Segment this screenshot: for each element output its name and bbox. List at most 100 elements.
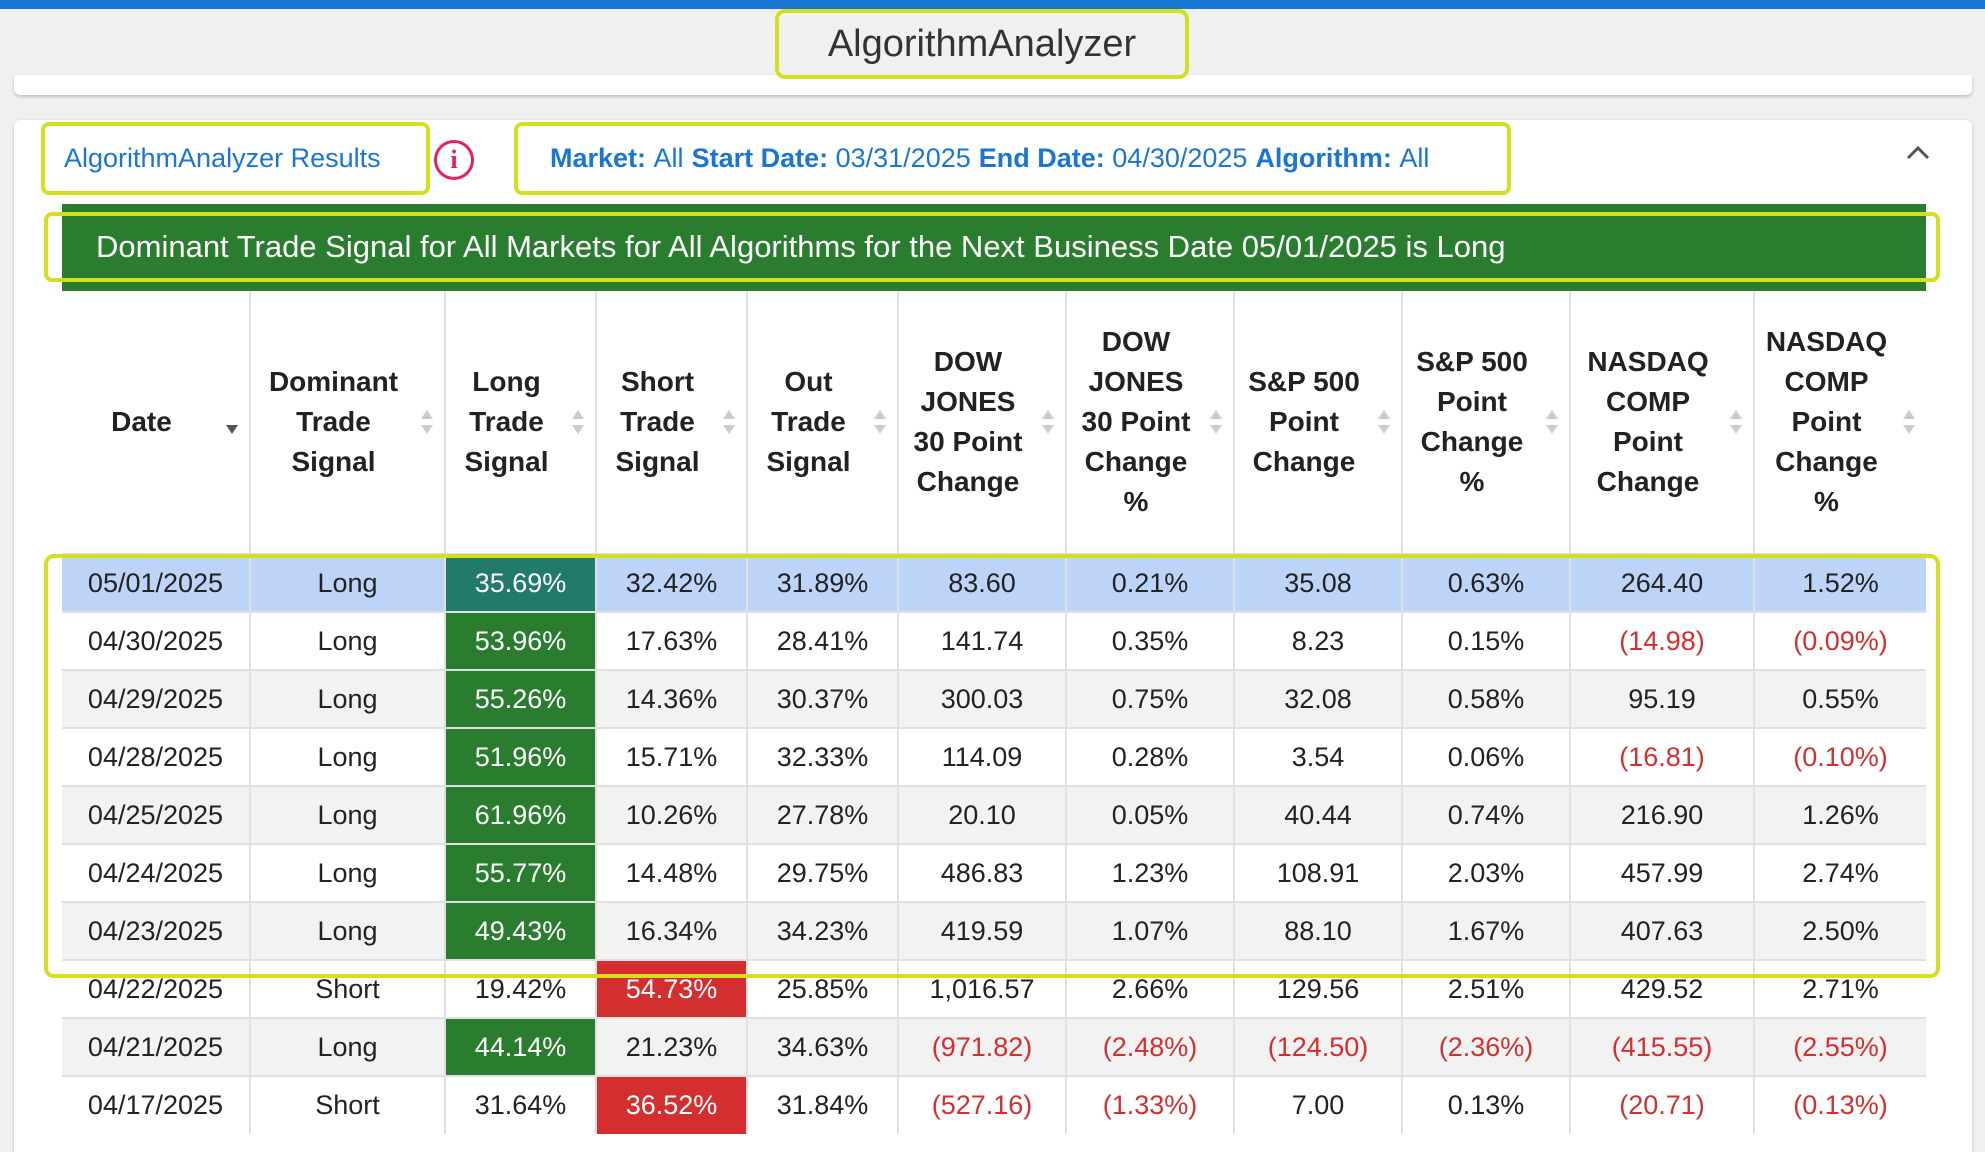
nasdaq-pct-header[interactable]: NASDAQ COMP Point Change % [1754, 291, 1926, 554]
sort-icon[interactable] [1900, 404, 1918, 440]
long-signal-cell: 31.64% [445, 1075, 597, 1134]
sort-icon[interactable] [1727, 404, 1745, 440]
sp-pct-cell: 0.06% [1402, 727, 1571, 786]
out-signal-cell: 34.63% [747, 1017, 899, 1076]
date-cell: 04/25/2025 [62, 785, 251, 844]
dow-change-cell: (971.82) [898, 1017, 1067, 1076]
sp-pct-cell: 2.51% [1402, 959, 1571, 1018]
dow-change-cell: (527.16) [898, 1075, 1067, 1134]
header-card [14, 75, 1972, 95]
column-label: S&P 500 Point Change [1248, 366, 1360, 477]
dow-pct-header[interactable]: DOW JONES 30 Point Change % [1066, 291, 1235, 554]
sort-icon[interactable] [871, 404, 889, 440]
nasdaq-pct-cell: (2.55%) [1754, 1017, 1926, 1076]
table-row[interactable]: 04/17/2025 Short 31.64% 36.52% 31.84% (527.16… [62, 1075, 1926, 1134]
short-signal-cell: 10.26% [596, 785, 748, 844]
out-signal-header[interactable]: Out Trade Signal [747, 291, 899, 554]
signal-banner: Dominant Trade Signal for All Markets fo… [44, 212, 1940, 282]
long-signal-cell: 61.96% [445, 785, 597, 844]
dow-change-cell: 141.74 [898, 611, 1067, 670]
nasdaq-pct-cell: (0.09%) [1754, 611, 1926, 670]
column-label: Out Trade Signal [766, 366, 851, 477]
long-signal-header[interactable]: Long Trade Signal [445, 291, 597, 554]
sp-change-cell: 7.00 [1234, 1075, 1403, 1134]
column-label: Long Trade Signal [464, 366, 549, 477]
sp-change-cell: 35.08 [1234, 553, 1403, 612]
table-row[interactable]: 04/29/2025 Long 55.26% 14.36% 30.37% 300.03 0.… [62, 669, 1926, 728]
dow-pct-cell: 1.23% [1066, 843, 1235, 902]
sp-change-cell: 3.54 [1234, 727, 1403, 786]
dow-change-header[interactable]: DOW JONES 30 Point Change [898, 291, 1067, 554]
date-header[interactable]: Date [62, 291, 251, 554]
dow-change-cell: 83.60 [898, 553, 1067, 612]
nasdaq-change-cell: (14.98) [1570, 611, 1755, 670]
nasdaq-change-header[interactable]: NASDAQ COMP Point Change [1570, 291, 1755, 554]
dow-pct-cell: 2.66% [1066, 959, 1235, 1018]
nasdaq-change-cell: (16.81) [1570, 727, 1755, 786]
sp-pct-header[interactable]: S&P 500 Point Change % [1402, 291, 1571, 554]
sp-pct-cell: 0.74% [1402, 785, 1571, 844]
sp-pct-cell: 0.15% [1402, 611, 1571, 670]
column-label: NASDAQ COMP Point Change % [1765, 326, 1888, 517]
sort-desc-icon[interactable] [223, 404, 241, 440]
dominant-signal-header[interactable]: Dominant Trade Signal [250, 291, 446, 554]
sp-change-header[interactable]: S&P 500 Point Change [1234, 291, 1403, 554]
dow-pct-cell: 0.28% [1066, 727, 1235, 786]
dow-pct-cell: 0.05% [1066, 785, 1235, 844]
sp-pct-cell: 2.03% [1402, 843, 1571, 902]
results-title: AlgorithmAnalyzer Results [64, 143, 381, 173]
table-row[interactable]: 04/30/2025 Long 53.96% 17.63% 28.41% 141.74 0.… [62, 611, 1926, 670]
table-row[interactable]: 04/28/2025 Long 51.96% 15.71% 32.33% 114.09 0.… [62, 727, 1926, 786]
out-signal-cell: 27.78% [747, 785, 899, 844]
sp-pct-cell: 0.58% [1402, 669, 1571, 728]
chevron-up-icon[interactable] [1900, 138, 1936, 168]
dow-pct-cell: (1.33%) [1066, 1075, 1235, 1134]
dominant-signal-cell: Long [250, 901, 446, 960]
dow-pct-cell: (2.48%) [1066, 1017, 1235, 1076]
info-icon[interactable]: i [434, 140, 474, 180]
sp-change-cell: (124.50) [1234, 1017, 1403, 1076]
out-signal-cell: 30.37% [747, 669, 899, 728]
end-date-value: 04/30/2025 [1112, 143, 1248, 173]
column-label: Short Trade Signal [615, 366, 700, 477]
table-row[interactable]: 04/25/2025 Long 61.96% 10.26% 27.78% 20.10 0.0… [62, 785, 1926, 844]
short-signal-cell: 17.63% [596, 611, 748, 670]
nasdaq-pct-cell: 2.74% [1754, 843, 1926, 902]
sort-icon[interactable] [1543, 404, 1561, 440]
sort-icon[interactable] [1375, 404, 1393, 440]
dominant-signal-cell: Long [250, 843, 446, 902]
table-row[interactable]: 04/24/2025 Long 55.77% 14.48% 29.75% 486.83 1.… [62, 843, 1926, 902]
signal-banner-background [62, 204, 1926, 291]
nasdaq-change-cell: 216.90 [1570, 785, 1755, 844]
out-signal-cell: 31.89% [747, 553, 899, 612]
sort-icon[interactable] [1207, 404, 1225, 440]
long-signal-cell: 55.77% [445, 843, 597, 902]
short-signal-cell: 21.23% [596, 1017, 748, 1076]
nasdaq-change-cell: (20.71) [1570, 1075, 1755, 1134]
short-signal-cell: 15.71% [596, 727, 748, 786]
out-signal-cell: 29.75% [747, 843, 899, 902]
sort-icon[interactable] [720, 404, 738, 440]
dominant-signal-cell: Long [250, 785, 446, 844]
nasdaq-change-cell: (415.55) [1570, 1017, 1755, 1076]
table-row[interactable]: 04/21/2025 Long 44.14% 21.23% 34.63% (971.82)… [62, 1017, 1926, 1076]
nasdaq-pct-cell: 2.71% [1754, 959, 1926, 1018]
sort-icon[interactable] [418, 404, 436, 440]
long-signal-cell: 53.96% [445, 611, 597, 670]
sort-icon[interactable] [569, 404, 587, 440]
short-signal-cell: 14.48% [596, 843, 748, 902]
dominant-signal-cell: Short [250, 1075, 446, 1134]
table-row[interactable]: 05/01/2025 Long 35.69% 32.42% 31.89% 83.60 0.2… [62, 553, 1926, 612]
date-cell: 04/29/2025 [62, 669, 251, 728]
sort-icon[interactable] [1039, 404, 1057, 440]
table-row[interactable]: 04/23/2025 Long 49.43% 16.34% 34.23% 419.59 1.… [62, 901, 1926, 960]
dow-change-cell: 20.10 [898, 785, 1067, 844]
table-row[interactable]: 04/22/2025 Short 19.42% 54.73% 25.85% 1,016.5… [62, 959, 1926, 1018]
short-signal-header[interactable]: Short Trade Signal [596, 291, 748, 554]
sp-change-cell: 129.56 [1234, 959, 1403, 1018]
algorithm-label: Algorithm: [1255, 143, 1392, 173]
app-title: AlgorithmAnalyzer [827, 22, 1137, 65]
sp-pct-cell: 0.63% [1402, 553, 1571, 612]
long-signal-cell: 19.42% [445, 959, 597, 1018]
dow-pct-cell: 0.21% [1066, 553, 1235, 612]
